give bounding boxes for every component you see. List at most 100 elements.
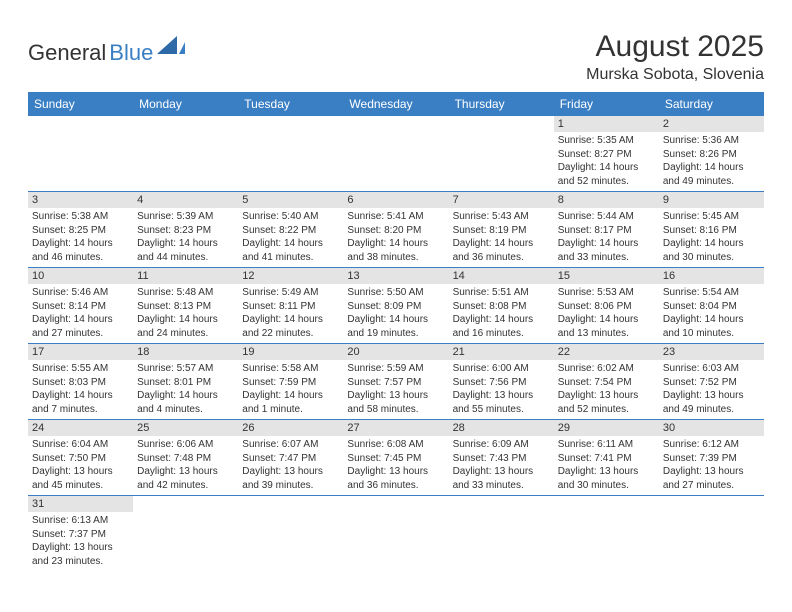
calendar-cell: [343, 496, 448, 572]
weekday-header: Tuesday: [238, 92, 343, 116]
sunrise-text: Sunrise: 5:36 AM: [663, 134, 760, 148]
calendar-cell: 31Sunrise: 6:13 AMSunset: 7:37 PMDayligh…: [28, 496, 133, 572]
calendar-cell: 24Sunrise: 6:04 AMSunset: 7:50 PMDayligh…: [28, 420, 133, 496]
day-number: 3: [28, 192, 133, 208]
calendar-cell: [133, 496, 238, 572]
title-block: August 2025 Murska Sobota, Slovenia: [586, 30, 764, 84]
page: General Blue August 2025 Murska Sobota, …: [0, 0, 792, 591]
daylight-text: Daylight: 14 hours: [137, 313, 234, 327]
daylight-text: and 39 minutes.: [242, 479, 339, 493]
daylight-text: and 36 minutes.: [347, 479, 444, 493]
calendar-cell: 27Sunrise: 6:08 AMSunset: 7:45 PMDayligh…: [343, 420, 448, 496]
daylight-text: and 22 minutes.: [242, 327, 339, 341]
calendar-cell: 23Sunrise: 6:03 AMSunset: 7:52 PMDayligh…: [659, 344, 764, 420]
sunset-text: Sunset: 8:14 PM: [32, 300, 129, 314]
calendar-cell: [28, 116, 133, 192]
calendar-cell: 11Sunrise: 5:48 AMSunset: 8:13 PMDayligh…: [133, 268, 238, 344]
weekday-header: Thursday: [449, 92, 554, 116]
sunrise-text: Sunrise: 5:58 AM: [242, 362, 339, 376]
daylight-text: Daylight: 13 hours: [558, 465, 655, 479]
weekday-header: Saturday: [659, 92, 764, 116]
calendar-header: Sunday Monday Tuesday Wednesday Thursday…: [28, 92, 764, 116]
day-details: Sunrise: 5:45 AMSunset: 8:16 PMDaylight:…: [659, 208, 764, 267]
calendar-cell: 1Sunrise: 5:35 AMSunset: 8:27 PMDaylight…: [554, 116, 659, 192]
calendar-row: 17Sunrise: 5:55 AMSunset: 8:03 PMDayligh…: [28, 344, 764, 420]
daylight-text: Daylight: 14 hours: [137, 237, 234, 251]
day-number: 5: [238, 192, 343, 208]
day-details: Sunrise: 6:08 AMSunset: 7:45 PMDaylight:…: [343, 436, 448, 495]
day-details: Sunrise: 6:02 AMSunset: 7:54 PMDaylight:…: [554, 360, 659, 419]
sunset-text: Sunset: 8:19 PM: [453, 224, 550, 238]
daylight-text: Daylight: 14 hours: [32, 389, 129, 403]
day-details: Sunrise: 5:48 AMSunset: 8:13 PMDaylight:…: [133, 284, 238, 343]
day-number: 26: [238, 420, 343, 436]
daylight-text: and 16 minutes.: [453, 327, 550, 341]
daylight-text: Daylight: 14 hours: [347, 313, 444, 327]
daylight-text: Daylight: 14 hours: [32, 237, 129, 251]
daylight-text: and 36 minutes.: [453, 251, 550, 265]
daylight-text: Daylight: 14 hours: [453, 313, 550, 327]
daylight-text: Daylight: 14 hours: [663, 161, 760, 175]
sunrise-text: Sunrise: 5:57 AM: [137, 362, 234, 376]
calendar-cell: 4Sunrise: 5:39 AMSunset: 8:23 PMDaylight…: [133, 192, 238, 268]
calendar-cell: 18Sunrise: 5:57 AMSunset: 8:01 PMDayligh…: [133, 344, 238, 420]
calendar-cell: 2Sunrise: 5:36 AMSunset: 8:26 PMDaylight…: [659, 116, 764, 192]
day-details: Sunrise: 6:00 AMSunset: 7:56 PMDaylight:…: [449, 360, 554, 419]
day-details: Sunrise: 5:58 AMSunset: 7:59 PMDaylight:…: [238, 360, 343, 419]
day-number: 21: [449, 344, 554, 360]
calendar-cell: 3Sunrise: 5:38 AMSunset: 8:25 PMDaylight…: [28, 192, 133, 268]
sunset-text: Sunset: 7:52 PM: [663, 376, 760, 390]
daylight-text: and 33 minutes.: [558, 251, 655, 265]
day-number: 2: [659, 116, 764, 132]
day-number: 11: [133, 268, 238, 284]
daylight-text: Daylight: 14 hours: [663, 237, 760, 251]
daylight-text: and 44 minutes.: [137, 251, 234, 265]
daylight-text: and 55 minutes.: [453, 403, 550, 417]
daylight-text: and 38 minutes.: [347, 251, 444, 265]
sunrise-text: Sunrise: 5:53 AM: [558, 286, 655, 300]
sunrise-text: Sunrise: 5:54 AM: [663, 286, 760, 300]
daylight-text: Daylight: 13 hours: [347, 389, 444, 403]
calendar-cell: [238, 496, 343, 572]
calendar-cell: 26Sunrise: 6:07 AMSunset: 7:47 PMDayligh…: [238, 420, 343, 496]
daylight-text: Daylight: 13 hours: [242, 465, 339, 479]
calendar-cell: [554, 496, 659, 572]
daylight-text: Daylight: 13 hours: [663, 389, 760, 403]
day-number: 27: [343, 420, 448, 436]
daylight-text: and 45 minutes.: [32, 479, 129, 493]
day-number: 8: [554, 192, 659, 208]
daylight-text: Daylight: 13 hours: [32, 465, 129, 479]
sunset-text: Sunset: 8:04 PM: [663, 300, 760, 314]
day-number: 22: [554, 344, 659, 360]
day-number: 30: [659, 420, 764, 436]
daylight-text: and 27 minutes.: [663, 479, 760, 493]
day-number: 18: [133, 344, 238, 360]
calendar-row: 10Sunrise: 5:46 AMSunset: 8:14 PMDayligh…: [28, 268, 764, 344]
calendar-cell: [343, 116, 448, 192]
sunrise-text: Sunrise: 5:43 AM: [453, 210, 550, 224]
calendar-cell: 30Sunrise: 6:12 AMSunset: 7:39 PMDayligh…: [659, 420, 764, 496]
sunrise-text: Sunrise: 5:35 AM: [558, 134, 655, 148]
logo-text-blue: Blue: [109, 40, 153, 66]
daylight-text: Daylight: 14 hours: [558, 313, 655, 327]
day-details: Sunrise: 5:46 AMSunset: 8:14 PMDaylight:…: [28, 284, 133, 343]
daylight-text: and 1 minute.: [242, 403, 339, 417]
location-label: Murska Sobota, Slovenia: [586, 66, 764, 84]
daylight-text: Daylight: 13 hours: [347, 465, 444, 479]
logo: General Blue: [28, 30, 185, 66]
sunrise-text: Sunrise: 5:40 AM: [242, 210, 339, 224]
daylight-text: and 10 minutes.: [663, 327, 760, 341]
daylight-text: and 42 minutes.: [137, 479, 234, 493]
weekday-header: Wednesday: [343, 92, 448, 116]
daylight-text: Daylight: 14 hours: [558, 161, 655, 175]
daylight-text: Daylight: 14 hours: [242, 237, 339, 251]
day-number: 28: [449, 420, 554, 436]
day-details: Sunrise: 5:39 AMSunset: 8:23 PMDaylight:…: [133, 208, 238, 267]
sunset-text: Sunset: 7:48 PM: [137, 452, 234, 466]
sunrise-text: Sunrise: 5:46 AM: [32, 286, 129, 300]
calendar-cell: 17Sunrise: 5:55 AMSunset: 8:03 PMDayligh…: [28, 344, 133, 420]
sunrise-text: Sunrise: 6:02 AM: [558, 362, 655, 376]
calendar-row: 1Sunrise: 5:35 AMSunset: 8:27 PMDaylight…: [28, 116, 764, 192]
calendar-cell: 10Sunrise: 5:46 AMSunset: 8:14 PMDayligh…: [28, 268, 133, 344]
day-number: 13: [343, 268, 448, 284]
